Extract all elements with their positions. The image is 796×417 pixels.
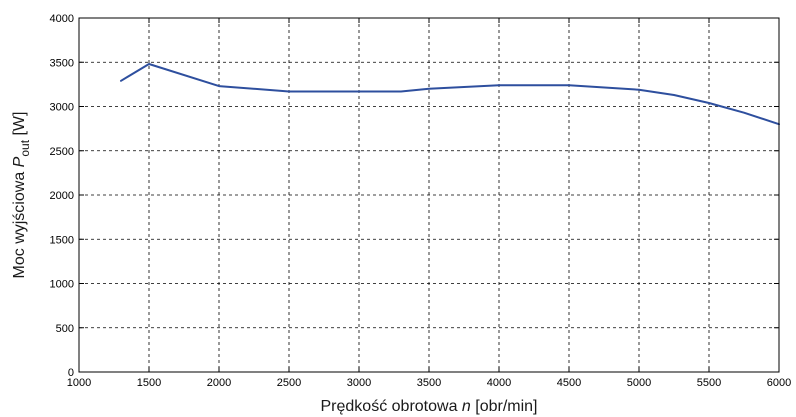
y-axis-label-unit: [W] <box>11 112 28 140</box>
x-tick-label: 1000 <box>67 377 91 389</box>
y-tick-label: 500 <box>56 323 74 335</box>
x-tick-labels: 1000 1500 2000 2500 3000 3500 4000 4500 5000 5500… <box>67 377 791 389</box>
y-axis-label-sub: out <box>18 139 32 156</box>
y-tick-label: 4000 <box>50 13 74 25</box>
grid-lines <box>79 18 779 372</box>
x-axis-label-main: Prędkość obrotowa <box>321 398 462 415</box>
y-tick-label: 1000 <box>50 279 74 291</box>
x-tick-label: 2500 <box>277 377 301 389</box>
x-tick-label: 5500 <box>697 377 721 389</box>
x-tick-label: 3500 <box>417 377 441 389</box>
y-tick-label: 2000 <box>50 190 74 202</box>
y-axis-label-main: Moc wyjściowa <box>11 167 28 278</box>
x-tick-label: 6000 <box>767 377 791 389</box>
x-tick-label: 2000 <box>207 377 231 389</box>
x-tick-label: 4000 <box>487 377 511 389</box>
x-tick-label: 3000 <box>347 377 371 389</box>
y-tick-label: 3500 <box>50 57 74 69</box>
x-tick-label: 1500 <box>137 377 161 389</box>
axis-ticks <box>78 17 780 373</box>
y-tick-label: 2500 <box>50 146 74 158</box>
x-axis-label-unit: [obr/min] <box>471 398 538 415</box>
y-tick-label: 0 <box>68 367 74 379</box>
y-tick-labels: 0 500 1000 1500 2000 2500 3000 3500 4000 <box>50 13 74 379</box>
y-axis-label: Moc wyjściowa Pout [W] <box>11 112 32 279</box>
y-tick-label: 1500 <box>50 234 74 246</box>
x-axis-label-var: n <box>462 398 471 415</box>
x-tick-label: 5000 <box>627 377 651 389</box>
y-tick-label: 3000 <box>50 102 74 114</box>
x-tick-label: 4500 <box>557 377 581 389</box>
series-layer <box>120 63 780 126</box>
y-axis-label-var: P <box>11 156 28 167</box>
series-line <box>120 63 780 126</box>
x-axis-label: Prędkość obrotowa n [obr/min] <box>321 398 538 415</box>
